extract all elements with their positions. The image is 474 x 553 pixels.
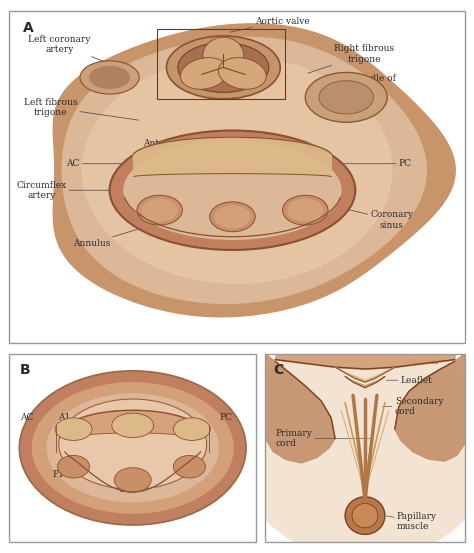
Text: A2: A2 bbox=[119, 410, 131, 419]
Text: P3: P3 bbox=[179, 469, 191, 479]
Text: Anterior leaflet: Anterior leaflet bbox=[143, 139, 213, 156]
Ellipse shape bbox=[181, 58, 228, 89]
Text: A1: A1 bbox=[57, 413, 70, 422]
Ellipse shape bbox=[173, 418, 210, 440]
Ellipse shape bbox=[137, 195, 182, 225]
Ellipse shape bbox=[283, 195, 328, 225]
Text: Posterior leaflet: Posterior leaflet bbox=[141, 204, 220, 218]
Polygon shape bbox=[82, 58, 392, 283]
Text: Secondary
cord: Secondary cord bbox=[383, 397, 444, 416]
Ellipse shape bbox=[319, 81, 374, 114]
Text: P2: P2 bbox=[119, 485, 131, 494]
Text: P1: P1 bbox=[53, 469, 65, 479]
Text: Circumflex
artery: Circumflex artery bbox=[16, 180, 116, 200]
Ellipse shape bbox=[345, 497, 385, 534]
Ellipse shape bbox=[219, 58, 266, 89]
Text: B: B bbox=[19, 363, 30, 377]
Ellipse shape bbox=[55, 418, 92, 440]
Ellipse shape bbox=[203, 37, 244, 74]
Text: Left coronary
artery: Left coronary artery bbox=[28, 34, 125, 70]
Text: PC: PC bbox=[220, 413, 233, 422]
Text: AC: AC bbox=[20, 413, 34, 422]
Text: Annulus: Annulus bbox=[73, 227, 143, 248]
Polygon shape bbox=[62, 38, 426, 303]
Ellipse shape bbox=[141, 199, 178, 222]
Ellipse shape bbox=[114, 468, 151, 492]
Ellipse shape bbox=[59, 399, 207, 489]
Polygon shape bbox=[335, 367, 395, 382]
Text: PC: PC bbox=[345, 159, 412, 168]
Ellipse shape bbox=[287, 199, 323, 222]
Polygon shape bbox=[265, 354, 335, 463]
Text: A: A bbox=[23, 21, 34, 35]
Text: Bundle of
His: Bundle of His bbox=[321, 74, 395, 97]
Ellipse shape bbox=[109, 131, 356, 250]
Polygon shape bbox=[345, 377, 385, 388]
Ellipse shape bbox=[305, 72, 387, 122]
Ellipse shape bbox=[32, 382, 234, 514]
Ellipse shape bbox=[210, 202, 255, 232]
Text: Leaflet: Leaflet bbox=[386, 375, 433, 385]
Polygon shape bbox=[53, 24, 455, 317]
Text: Right fibrous
trigone: Right fibrous trigone bbox=[308, 44, 394, 73]
Text: AC: AC bbox=[66, 159, 129, 168]
Polygon shape bbox=[395, 354, 465, 461]
Ellipse shape bbox=[166, 36, 280, 99]
Polygon shape bbox=[65, 410, 201, 439]
Ellipse shape bbox=[112, 413, 154, 437]
Text: C: C bbox=[273, 363, 283, 377]
Text: Coronary
sinus: Coronary sinus bbox=[340, 207, 413, 230]
Ellipse shape bbox=[123, 140, 342, 240]
Text: Papillary
muscle: Papillary muscle bbox=[386, 512, 437, 531]
Text: Left fibrous
trigone: Left fibrous trigone bbox=[24, 97, 139, 120]
Ellipse shape bbox=[57, 456, 90, 478]
Ellipse shape bbox=[352, 503, 378, 528]
Ellipse shape bbox=[178, 43, 269, 92]
Ellipse shape bbox=[89, 66, 130, 89]
Ellipse shape bbox=[80, 61, 139, 94]
Text: Primary
cord: Primary cord bbox=[275, 429, 370, 448]
Text: Aortic valve: Aortic valve bbox=[231, 17, 310, 32]
Ellipse shape bbox=[19, 371, 246, 525]
Text: A3: A3 bbox=[176, 413, 188, 422]
Polygon shape bbox=[134, 137, 331, 176]
Ellipse shape bbox=[214, 205, 251, 228]
Text: Annulus: Annulus bbox=[390, 357, 438, 367]
Ellipse shape bbox=[46, 393, 219, 503]
Ellipse shape bbox=[236, 335, 474, 553]
Ellipse shape bbox=[173, 456, 205, 478]
